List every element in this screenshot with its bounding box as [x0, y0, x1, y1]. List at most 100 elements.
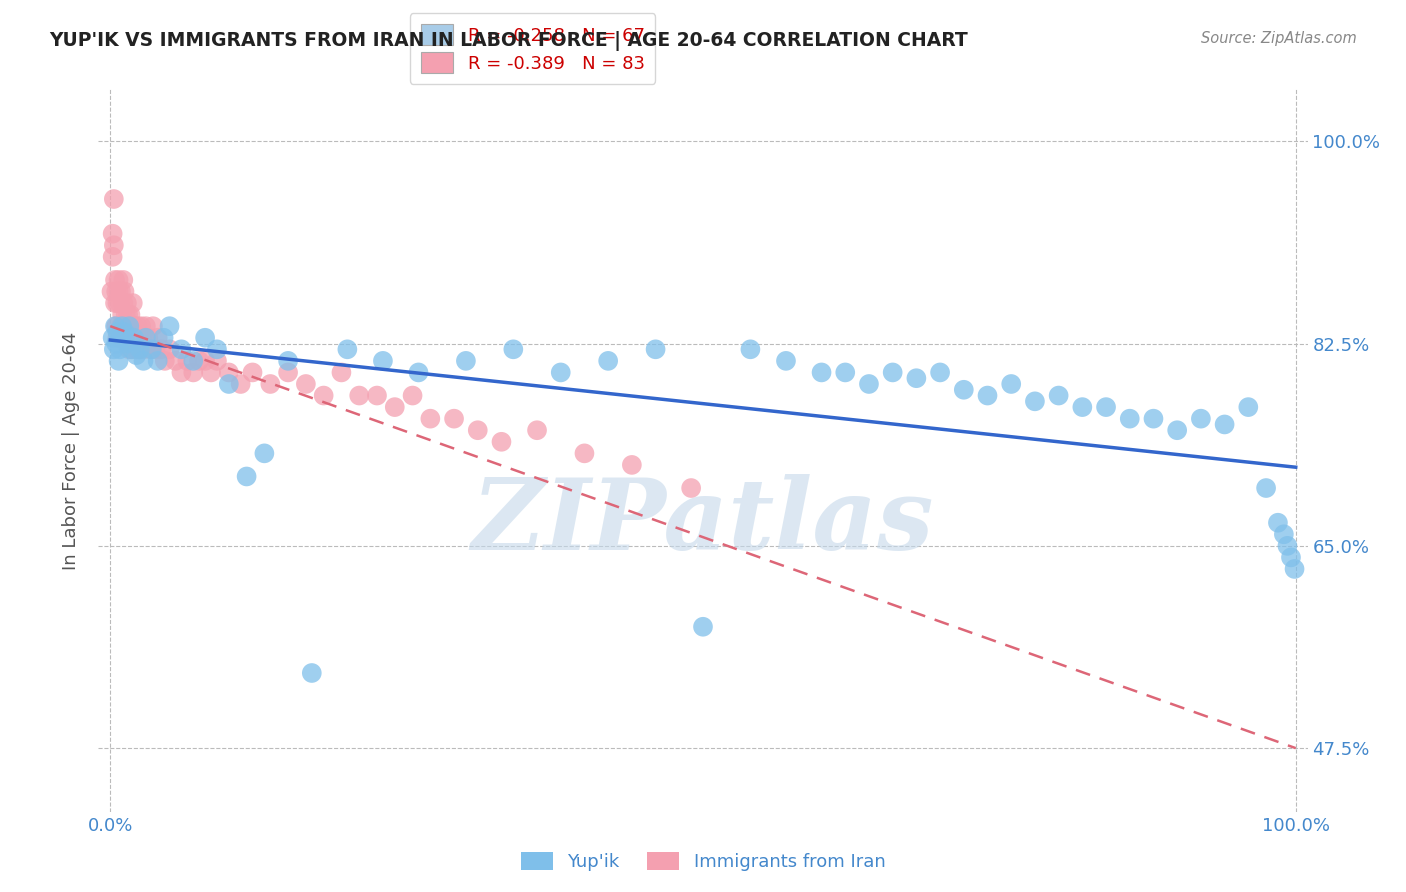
Point	[111, 319, 134, 334]
Point	[905, 371, 928, 385]
Point	[131, 331, 153, 345]
Point	[574, 446, 596, 460]
Point	[205, 343, 228, 357]
Point	[692, 620, 714, 634]
Point	[1119, 411, 1142, 425]
Point	[330, 366, 353, 380]
Point	[1267, 516, 1289, 530]
Point	[132, 343, 155, 357]
Point	[142, 319, 165, 334]
Point	[108, 343, 131, 357]
Point	[120, 319, 142, 334]
Point	[1284, 562, 1306, 576]
Point	[129, 343, 152, 357]
Point	[176, 354, 198, 368]
Point	[443, 411, 465, 425]
Point	[104, 319, 127, 334]
Point	[235, 469, 257, 483]
Point	[1272, 527, 1295, 541]
Point	[107, 285, 129, 299]
Point	[122, 319, 145, 334]
Point	[408, 366, 430, 380]
Y-axis label: In Labor Force | Age 20-64: In Labor Force | Age 20-64	[62, 331, 80, 570]
Point	[143, 343, 166, 357]
Point	[110, 331, 132, 345]
Point	[100, 285, 122, 299]
Point	[115, 336, 138, 351]
Point	[347, 388, 370, 402]
Point	[146, 354, 169, 368]
Point	[117, 308, 139, 322]
Point	[620, 458, 643, 472]
Point	[1213, 417, 1236, 432]
Point	[277, 354, 299, 368]
Point	[103, 192, 125, 206]
Point	[454, 354, 477, 368]
Point	[181, 366, 204, 380]
Point	[1024, 394, 1046, 409]
Point	[118, 319, 141, 334]
Point	[1237, 400, 1260, 414]
Point	[139, 343, 162, 357]
Point	[136, 331, 159, 345]
Point	[105, 319, 128, 334]
Point	[118, 343, 141, 357]
Point	[121, 331, 143, 345]
Point	[105, 285, 128, 299]
Point	[110, 285, 132, 299]
Point	[253, 446, 276, 460]
Point	[1000, 376, 1022, 391]
Point	[834, 366, 856, 380]
Point	[384, 400, 406, 414]
Text: Source: ZipAtlas.com: Source: ZipAtlas.com	[1201, 31, 1357, 46]
Point	[1254, 481, 1277, 495]
Point	[101, 331, 124, 345]
Point	[218, 376, 240, 391]
Point	[1047, 388, 1070, 402]
Point	[1279, 550, 1302, 565]
Point	[129, 319, 152, 334]
Point	[115, 296, 138, 310]
Point	[205, 354, 228, 368]
Text: YUP'IK VS IMMIGRANTS FROM IRAN IN LABOR FORCE | AGE 20-64 CORRELATION CHART: YUP'IK VS IMMIGRANTS FROM IRAN IN LABOR …	[49, 31, 967, 51]
Point	[122, 331, 145, 345]
Point	[101, 227, 124, 241]
Point	[644, 343, 666, 357]
Point	[108, 331, 131, 345]
Point	[242, 366, 264, 380]
Point	[598, 354, 620, 368]
Point	[810, 366, 832, 380]
Point	[502, 343, 524, 357]
Point	[114, 331, 136, 345]
Point	[1166, 423, 1188, 437]
Point	[170, 366, 193, 380]
Point	[125, 343, 148, 357]
Point	[1189, 411, 1212, 425]
Point	[105, 325, 128, 339]
Point	[366, 388, 388, 402]
Point	[259, 376, 281, 391]
Point	[108, 296, 131, 310]
Point	[135, 331, 157, 345]
Point	[135, 319, 157, 334]
Point	[1277, 539, 1299, 553]
Point	[1095, 400, 1118, 414]
Point	[110, 319, 132, 334]
Point	[681, 481, 703, 495]
Point	[200, 366, 222, 380]
Point	[105, 331, 128, 345]
Point	[112, 296, 135, 310]
Point	[103, 238, 125, 252]
Point	[181, 354, 204, 368]
Point	[550, 366, 572, 380]
Point	[170, 343, 193, 357]
Point	[121, 296, 143, 310]
Point	[118, 319, 141, 334]
Point	[229, 376, 252, 391]
Legend: Yup'ik, Immigrants from Iran: Yup'ik, Immigrants from Iran	[513, 845, 893, 879]
Point	[120, 308, 142, 322]
Point	[401, 388, 423, 402]
Point	[159, 343, 181, 357]
Point	[104, 296, 127, 310]
Point	[121, 343, 143, 357]
